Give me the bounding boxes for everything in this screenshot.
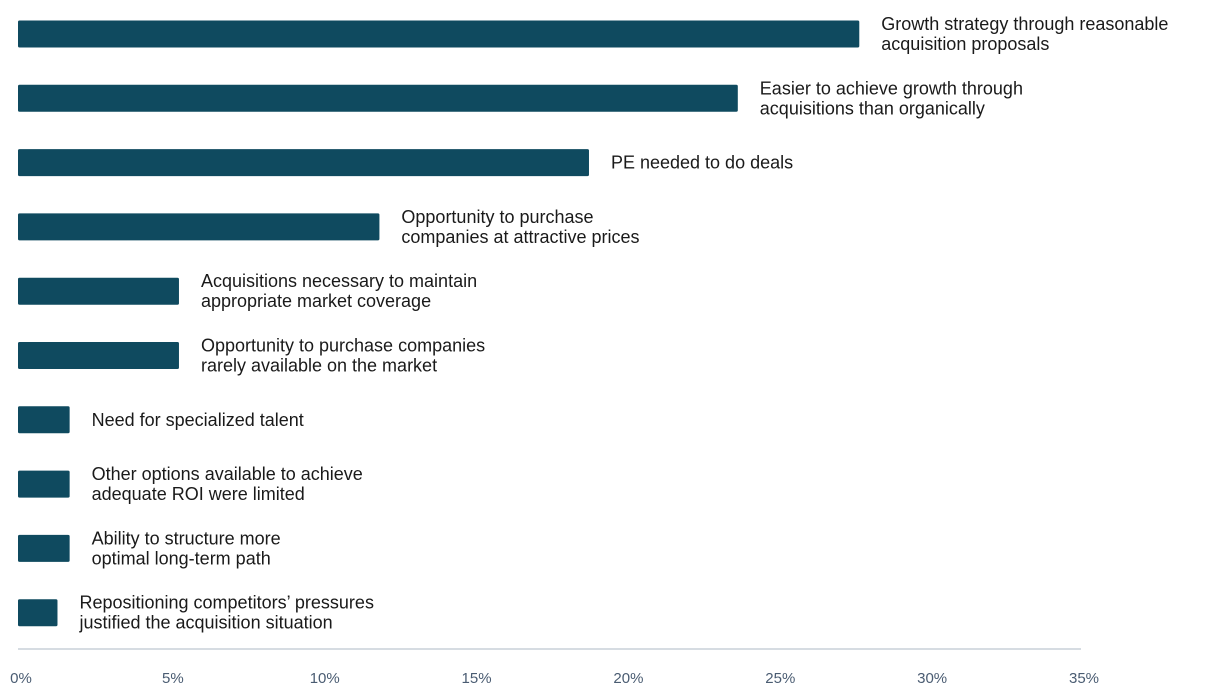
bar-label-line: acquisition proposals (881, 34, 1049, 54)
x-axis-ticks-group: 0% 5% 10% 15% 20% 25% 30% 35% (10, 670, 1099, 684)
bar-label-line: PE needed to do deals (611, 153, 793, 173)
x-tick-label: 30% (917, 670, 947, 684)
bar (18, 534, 70, 562)
bar-label: Ability to structure more optimal long-te… (92, 528, 281, 568)
bar (18, 599, 58, 627)
bar-label-line: Easier to achieve growth through (760, 78, 1023, 98)
bar (18, 342, 179, 369)
x-tick-label: 25% (765, 670, 795, 684)
bar-label: Need for specialized talent (92, 410, 304, 430)
bar (18, 470, 70, 498)
x-tick-label: 5% (162, 670, 184, 684)
bar-label-line: appropriate market coverage (201, 291, 431, 311)
bar-labels-group: Growth strategy through reasonable acquis… (78, 14, 1168, 633)
x-tick-label: 10% (310, 670, 340, 684)
bar (18, 277, 179, 305)
bar (18, 406, 70, 434)
bar-label: Acquisitions necessary to maintain approp… (201, 271, 477, 311)
bar (18, 20, 860, 48)
bar-label-line: Need for specialized talent (92, 410, 304, 430)
bar-label-line: Opportunity to purchase companies (201, 336, 485, 356)
bar-label-line: Ability to structure more (92, 528, 281, 548)
bar (18, 213, 380, 241)
bar-label: Opportunity to purchase companies at attr… (401, 207, 639, 247)
x-tick-label: 35% (1069, 670, 1099, 684)
bar-label-line: Growth strategy through reasonable (881, 14, 1168, 34)
bar-label: Repositioning competitors’ pressures just… (78, 593, 373, 633)
bar-label-line: Opportunity to purchase (401, 207, 593, 227)
bar-label: Growth strategy through reasonable acquis… (881, 14, 1168, 54)
bar-label-line: Repositioning competitors’ pressures (79, 593, 373, 613)
x-tick-label: 0% (10, 670, 32, 684)
bar-label-line: optimal long-term path (92, 548, 271, 568)
x-tick-label: 20% (613, 670, 643, 684)
bar-label-line: justified the acquisition situation (78, 613, 332, 633)
bar-label-line: Acquisitions necessary to maintain (201, 271, 477, 291)
bar-label-line: adequate ROI were limited (92, 484, 305, 504)
bar-label-line: acquisitions than organically (760, 98, 985, 118)
bar-label-line: rarely available on the market (201, 356, 437, 376)
bar-label-line: Other options available to achieve (92, 464, 363, 484)
bar-label: PE needed to do deals (611, 153, 793, 173)
bar-label: Other options available to achieve adequa… (92, 464, 363, 504)
bar-label: Easier to achieve growth through acquisit… (760, 78, 1023, 118)
bar-label-line: companies at attractive prices (401, 227, 639, 247)
bar (18, 84, 738, 112)
bar-label: Opportunity to purchase companies rarely … (201, 336, 485, 376)
bars-group (18, 20, 860, 627)
bar (18, 149, 589, 177)
x-tick-label: 15% (462, 670, 492, 684)
